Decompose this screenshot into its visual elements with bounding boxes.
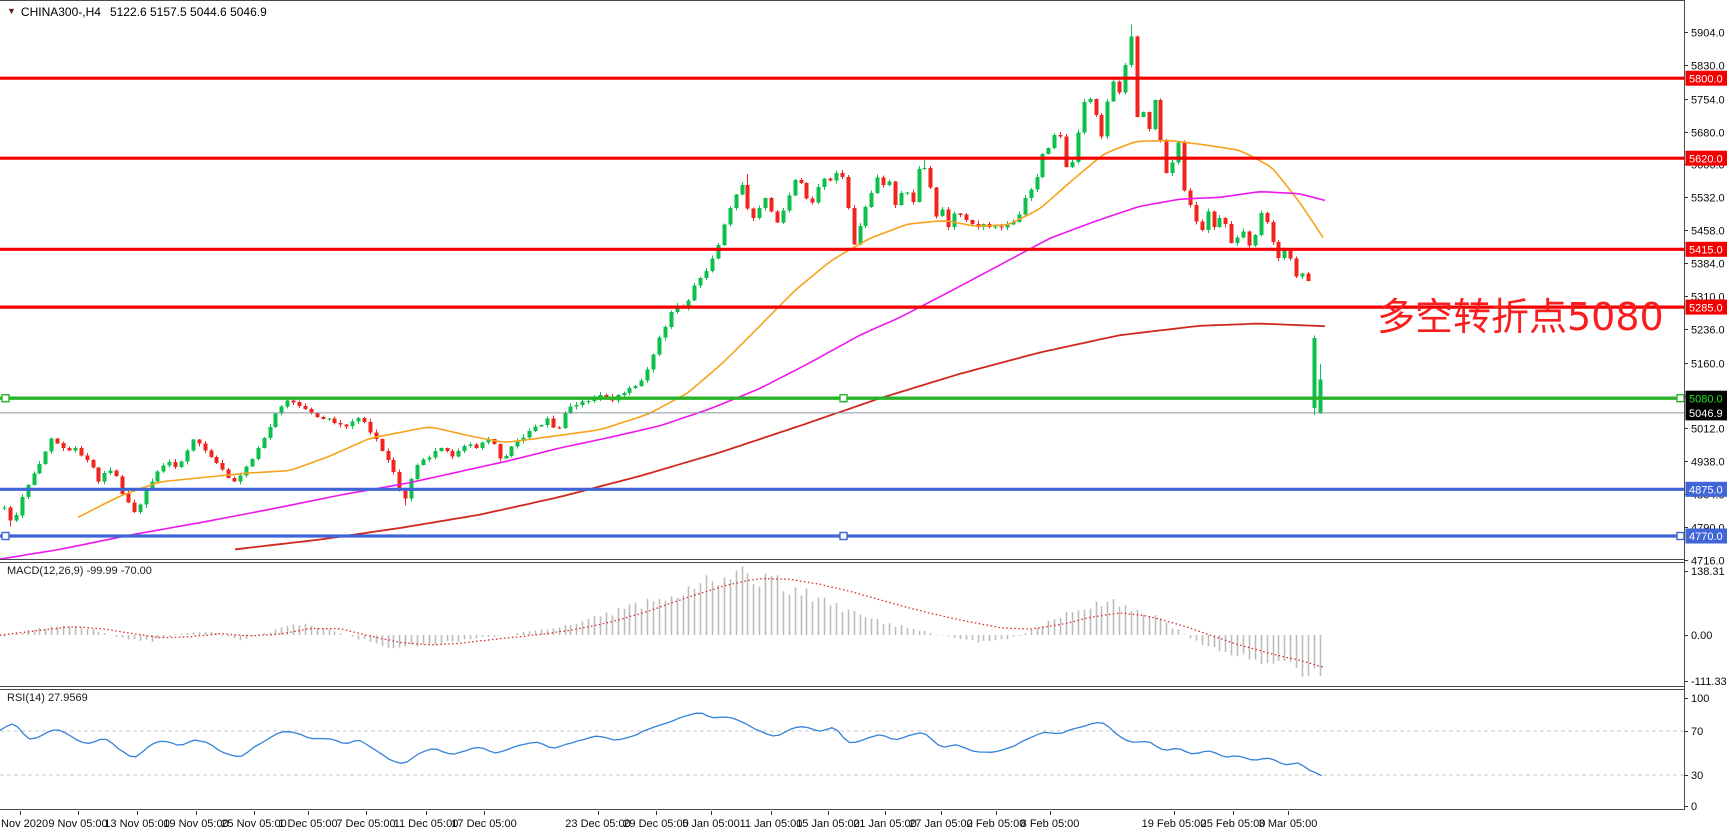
macd-scale-label: 138.31 <box>1691 566 1725 578</box>
macd-scale-label: -111.33 <box>1691 676 1727 688</box>
price-tick-label: 5160.0 <box>1691 359 1725 371</box>
price-tag-text: 4875.0 <box>1689 485 1723 497</box>
price-tag-4770.0[interactable] <box>1685 528 1727 544</box>
time-label: 7 Dec 05:00 <box>336 818 395 830</box>
symbol-marker-icon: ▼ <box>7 6 16 16</box>
price-tick-label: 5680.0 <box>1691 128 1725 140</box>
price-tick-label: 5236.0 <box>1691 325 1725 337</box>
price-tick-label: 5012.0 <box>1691 424 1725 436</box>
price-tick-label: 5384.0 <box>1691 259 1725 271</box>
time-label: 11 Jan 05:00 <box>740 818 803 830</box>
time-label: 19 Nov 05:00 <box>163 818 228 830</box>
price-tag-text: 5415.0 <box>1689 245 1723 257</box>
price-tag-5415.0[interactable] <box>1685 241 1727 257</box>
price-tick-label: 5830.0 <box>1691 61 1725 73</box>
time-label: 29 Dec 05:00 <box>623 818 688 830</box>
macd-indicator-label: MACD(12,26,9) -99.99 -70.00 <box>7 565 152 577</box>
line-handle[interactable] <box>1 394 10 403</box>
ma-mid-magenta <box>0 190 1326 560</box>
macd-scale-label: 0.00 <box>1691 630 1712 642</box>
price-tick-label: 4716.0 <box>1691 556 1725 568</box>
pivot-annotation-text[interactable]: 多空转折点5080 <box>1377 295 1664 339</box>
price-tag-text: 5080.0 <box>1689 393 1723 405</box>
time-label: 8 Feb 05:00 <box>1021 818 1080 830</box>
price-tick-label: 5532.0 <box>1691 193 1725 205</box>
price-tag-5800.0[interactable] <box>1685 70 1727 86</box>
line-handle[interactable] <box>1676 394 1685 403</box>
time-label: 19 Feb 05:00 <box>1142 818 1207 830</box>
ma-fast-orange <box>77 139 1324 519</box>
moving-averages <box>0 139 1326 560</box>
time-label: 5 Jan 05:00 <box>682 818 740 830</box>
price-tag-text: 5620.0 <box>1689 153 1723 165</box>
panel-borders <box>0 0 1727 810</box>
time-label: 25 Feb 05:00 <box>1201 818 1266 830</box>
time-label: 17 Dec 05:00 <box>451 818 516 830</box>
time-label: 27 Jan 05:00 <box>909 818 973 830</box>
time-label: 21 Jan 05:00 <box>853 818 917 830</box>
rsi-panel <box>0 712 1684 777</box>
price-tick-label: 5754.0 <box>1691 95 1725 107</box>
time-label: 2 Feb 05:00 <box>967 818 1026 830</box>
time-label: 9 Nov 05:00 <box>48 818 107 830</box>
rsi-line <box>0 712 1322 777</box>
time-label: 3 Mar 05:00 <box>1259 818 1318 830</box>
time-label: 1 Dec 05:00 <box>278 818 337 830</box>
rsi-scale-label: 100 <box>1691 693 1709 705</box>
time-label: 15 Jan 05:00 <box>796 818 860 830</box>
time-label: 3 Nov 2020 <box>0 818 48 830</box>
rsi-indicator-label: RSI(14) 27.9569 <box>7 692 88 704</box>
rsi-scale-label: 30 <box>1691 770 1703 782</box>
macd-histogram <box>3 566 1322 677</box>
level-lines[interactable] <box>0 76 1685 541</box>
price-tag-5080.0[interactable] <box>1685 390 1727 406</box>
price-tick-label: 4938.0 <box>1691 457 1725 469</box>
symbol-timeframe-label: CHINA300-,H4 <box>20 5 101 19</box>
price-tick-label: 5904.0 <box>1691 28 1725 40</box>
rsi-scale-label: 0 <box>1691 801 1697 813</box>
time-label: 23 Dec 05:00 <box>565 818 630 830</box>
rsi-scale-label: 70 <box>1691 726 1703 738</box>
price-tag-text: 5800.0 <box>1689 73 1723 85</box>
candlestick-series <box>2 24 1323 527</box>
time-label: 13 Nov 05:00 <box>104 818 169 830</box>
line-handle[interactable] <box>839 531 848 541</box>
time-label: 11 Dec 05:00 <box>394 818 459 830</box>
ma-slow-red <box>234 322 1326 551</box>
price-tag-5285.0[interactable] <box>1685 299 1727 315</box>
line-handle[interactable] <box>1 531 10 541</box>
price-tag-text: 5285.0 <box>1689 302 1723 314</box>
price-axis[interactable]: 5904.05830.05754.05680.05606.05532.05458… <box>1684 28 1727 814</box>
price-tick-label: 5458.0 <box>1691 226 1725 238</box>
price-tag-5620.0[interactable] <box>1685 150 1727 166</box>
chart-title: ▼ CHINA300-,H4 5122.6 5157.5 5044.6 5046.9 <box>7 5 267 19</box>
price-tag-4875.0[interactable] <box>1685 481 1727 497</box>
time-label: 25 Nov 05:00 <box>221 818 286 830</box>
line-handle[interactable] <box>1676 531 1685 541</box>
price-tag-text: 4770.0 <box>1689 531 1723 543</box>
ohlc-readout: 5122.6 5157.5 5044.6 5046.9 <box>109 5 267 19</box>
price-tag-5046.9[interactable] <box>1685 405 1727 421</box>
price-tag-text: 5046.9 <box>1689 408 1723 420</box>
line-handle[interactable] <box>839 394 848 403</box>
